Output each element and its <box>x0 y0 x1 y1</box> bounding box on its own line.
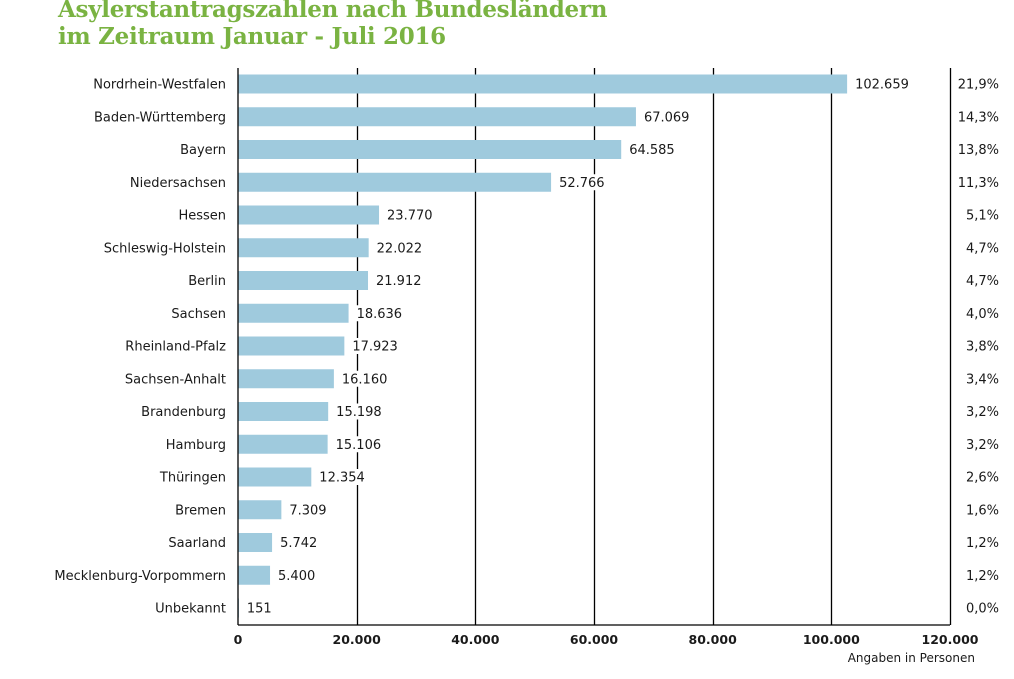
x-tick-label-2: 40.000 <box>451 632 500 647</box>
value-label-4: 23.770 <box>387 209 433 224</box>
value-label-bg-6 <box>373 272 428 289</box>
value-label-bg-2 <box>626 141 681 158</box>
category-label-9: Sachsen-Anhalt <box>125 372 226 387</box>
value-label-bg-8 <box>349 338 404 354</box>
value-label-bg-0 <box>852 76 915 92</box>
percent-label-3: 11,3% <box>958 176 999 191</box>
bar-11 <box>238 434 328 454</box>
percent-label-12: 2,6% <box>966 471 999 486</box>
chart-title-line-2: im Zeitraum Januar - Juli 2016 <box>58 23 446 50</box>
category-label-14: Saarland <box>168 536 226 551</box>
value-label-bg-13 <box>286 501 333 518</box>
percent-label-5: 4,7% <box>966 241 999 256</box>
value-label-bg-5 <box>373 239 429 256</box>
category-label-7: Sachsen <box>171 307 226 322</box>
x-tick-label-6: 120.000 <box>922 632 979 647</box>
value-label-bg-10 <box>333 403 388 420</box>
bar-1 <box>238 107 636 127</box>
value-label-10: 15.198 <box>336 405 382 420</box>
percent-label-13: 1,6% <box>966 503 999 518</box>
value-label-3: 52.766 <box>559 176 605 191</box>
value-label-11: 15.106 <box>336 438 382 453</box>
value-label-bg-11 <box>332 436 388 453</box>
percent-label-16: 0,0% <box>966 602 999 617</box>
percent-label-8: 3,8% <box>966 340 999 355</box>
category-label-4: Hessen <box>178 209 226 224</box>
value-label-16: 151 <box>247 602 272 617</box>
category-label-8: Rheinland-Pfalz <box>125 340 226 355</box>
value-label-bg-7 <box>353 305 409 322</box>
percent-label-7: 4,0% <box>966 307 999 322</box>
x-tick-label-0: 0 <box>234 632 243 647</box>
bar-15 <box>238 565 271 585</box>
percent-label-6: 4,7% <box>966 274 999 289</box>
chart-title: Asylerstantragszahlen nach Bundesländern… <box>58 0 607 50</box>
category-label-0: Nordrhein-Westfalen <box>93 78 226 93</box>
value-label-9: 16.160 <box>342 372 388 387</box>
bar-13 <box>238 500 282 520</box>
percent-label-14: 1,2% <box>966 536 999 551</box>
bar-0 <box>238 74 848 94</box>
value-label-6: 21.912 <box>376 274 422 289</box>
percent-label-10: 3,2% <box>966 405 999 420</box>
value-label-15: 5.400 <box>278 569 315 584</box>
value-label-bg-9 <box>338 370 394 387</box>
bar-2 <box>238 140 622 159</box>
value-label-bg-16 <box>243 600 275 616</box>
percent-label-0: 21,9% <box>958 78 999 93</box>
category-label-13: Bremen <box>175 503 226 518</box>
category-label-11: Hamburg <box>166 438 226 453</box>
bar-7 <box>238 303 349 323</box>
value-label-7: 18.636 <box>357 307 403 322</box>
x-tick-label-5: 100.000 <box>803 632 860 647</box>
bar-4 <box>238 205 380 225</box>
x-axis-title: Angaben in Personen <box>848 651 975 665</box>
value-label-13: 7.309 <box>289 503 326 518</box>
value-label-bg-12 <box>316 469 371 485</box>
value-label-1: 67.069 <box>644 110 690 125</box>
category-label-10: Brandenburg <box>141 405 226 420</box>
bar-6 <box>238 271 369 290</box>
value-label-12: 12.354 <box>319 471 365 486</box>
value-label-bg-14 <box>277 534 324 551</box>
value-label-2: 64.585 <box>629 143 675 158</box>
category-label-12: Thüringen <box>159 471 226 486</box>
percent-label-9: 3,4% <box>966 372 999 387</box>
bar-9 <box>238 369 334 389</box>
category-label-2: Bayern <box>180 143 226 158</box>
percent-label-1: 14,3% <box>958 110 999 125</box>
x-tick-label-4: 80.000 <box>689 632 738 647</box>
value-label-0: 102.659 <box>855 78 909 93</box>
x-tick-label-1: 20.000 <box>333 632 382 647</box>
bar-12 <box>238 467 312 487</box>
value-label-bg-1 <box>640 108 696 125</box>
percent-label-11: 3,2% <box>966 438 999 453</box>
bar-10 <box>238 402 329 421</box>
bar-14 <box>238 533 273 552</box>
bar-8 <box>238 336 345 356</box>
category-label-5: Schleswig-Holstein <box>104 241 226 256</box>
chart-title-line-1: Asylerstantragszahlen nach Bundesländern <box>58 0 608 23</box>
value-label-bg-3 <box>556 174 611 191</box>
value-label-14: 5.742 <box>280 536 317 551</box>
category-label-3: Niedersachsen <box>130 176 226 191</box>
x-tick-label-3: 60.000 <box>570 632 619 647</box>
value-label-bg-4 <box>384 207 439 223</box>
category-label-6: Berlin <box>188 274 226 289</box>
category-label-16: Unbekannt <box>155 602 226 617</box>
percent-label-4: 5,1% <box>966 209 999 224</box>
category-label-1: Baden-Württemberg <box>94 110 226 125</box>
value-label-5: 22.022 <box>377 241 423 256</box>
category-label-15: Mecklenburg-Vorpommern <box>54 569 226 584</box>
percent-label-15: 1,2% <box>966 569 999 584</box>
value-label-bg-15 <box>275 567 322 584</box>
bar-5 <box>238 238 369 258</box>
bar-3 <box>238 172 552 192</box>
value-label-8: 17.923 <box>352 340 398 355</box>
percent-label-2: 13,8% <box>958 143 999 158</box>
